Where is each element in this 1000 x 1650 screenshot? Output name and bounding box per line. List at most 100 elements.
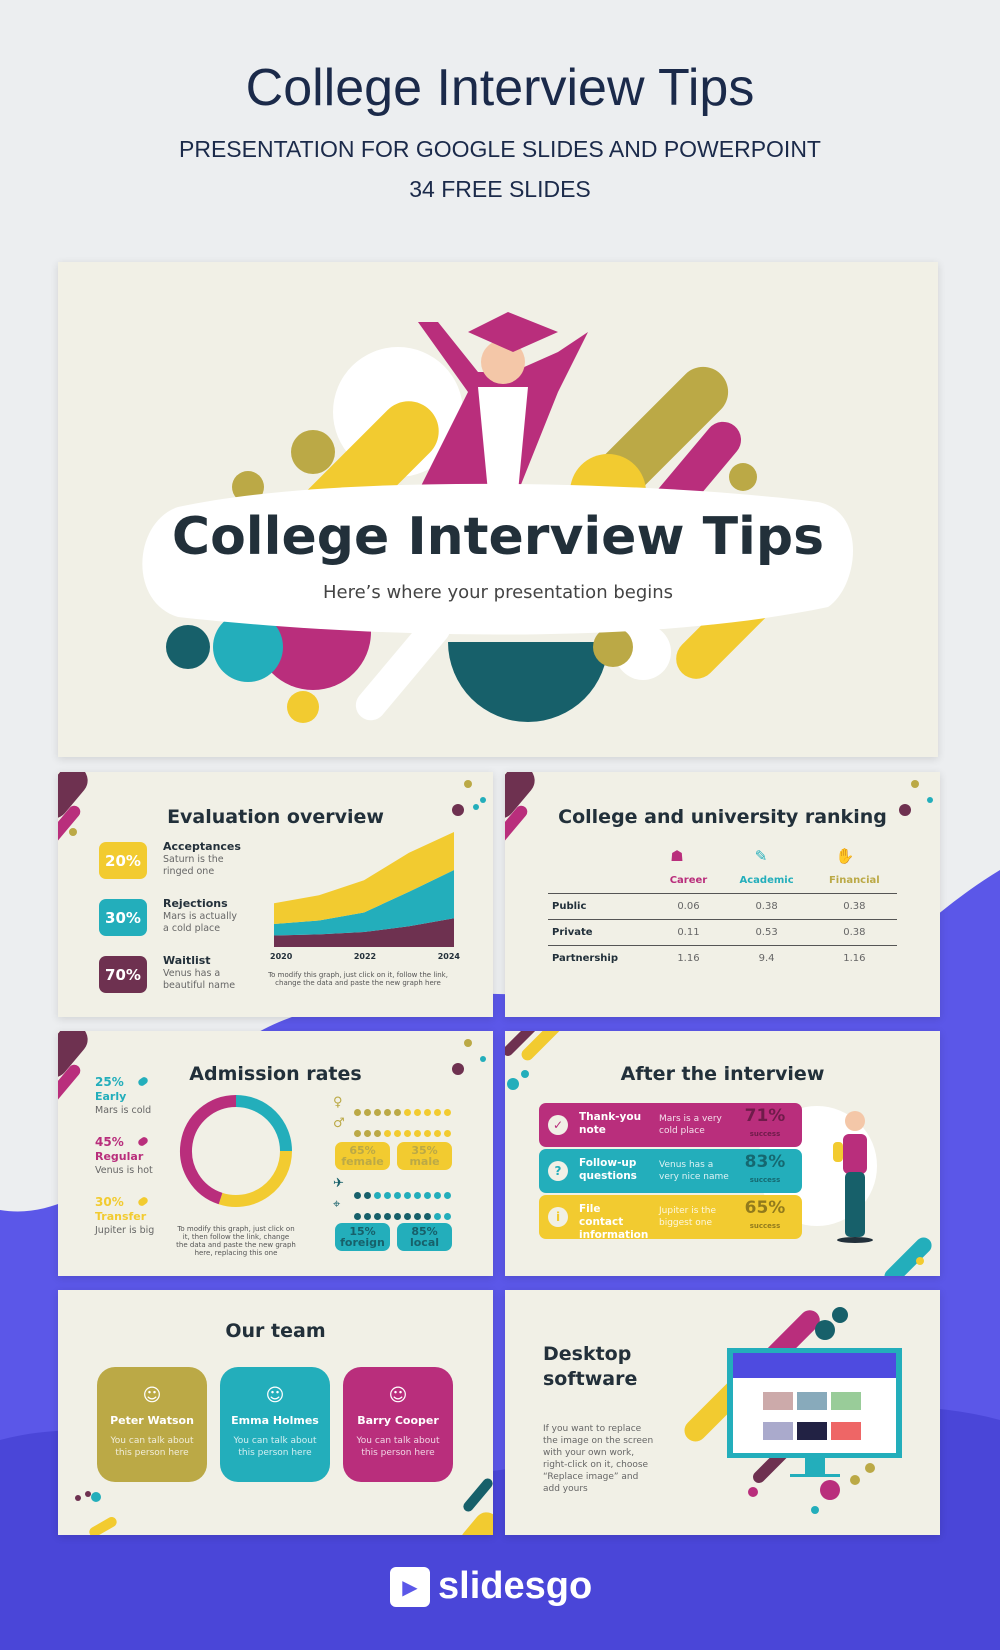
chart-note: To modify this graph, just click on it, … [268, 971, 448, 987]
slidesgo-icon: ▶ [390, 1566, 430, 1607]
cell: 0.38 [811, 919, 897, 946]
handshake-icon: ✋ [835, 847, 855, 865]
dot [434, 1109, 441, 1116]
dot [354, 1109, 361, 1116]
row-text: Jupiter is the biggest one [659, 1206, 717, 1228]
rate-pct: 25% [95, 1075, 124, 1089]
dot [434, 1130, 441, 1137]
area-chart [274, 832, 454, 947]
column-header: Financial [828, 875, 880, 886]
area-series-1 [274, 869, 454, 936]
cell: 0.38 [811, 893, 897, 920]
desktop-slide[interactable]: Desktop software If you want to replace … [505, 1290, 940, 1535]
member-text: You can talk about this person here [356, 1436, 440, 1458]
dot [404, 1130, 411, 1137]
column-header: Career [669, 875, 708, 886]
rate-text: Mars is cold [95, 1105, 152, 1116]
donut-chart [180, 1095, 292, 1207]
slidesgo-logo[interactable]: ▶ slidesgo [390, 1565, 592, 1608]
table-row: Private 0.11 0.53 0.38 [548, 919, 897, 946]
dot-row [354, 1205, 454, 1224]
team-slide[interactable]: Our team ☺ Peter Watson You can talk abo… [58, 1290, 493, 1535]
dot [354, 1213, 361, 1220]
team-card[interactable]: ☺ Barry Cooper You can talk about this p… [343, 1367, 453, 1482]
row-sub: success [749, 1130, 781, 1138]
dot [424, 1109, 431, 1116]
stat-text: Mars is actually a cold place [163, 911, 238, 934]
chart-note: To modify this graph, just click on it, … [176, 1225, 296, 1257]
row-pct: 71% [744, 1106, 786, 1126]
member-name: Barry Cooper [357, 1414, 439, 1427]
foreign-badge: 15% foreign [335, 1223, 390, 1251]
slide-title: After the interview [620, 1063, 825, 1085]
row-label: Thank-you note [579, 1111, 642, 1136]
local-badge: 85% local [397, 1223, 452, 1251]
dot [374, 1109, 381, 1116]
after-row: ? Follow-up questions Venus has a very n… [539, 1149, 802, 1193]
evaluation-slide[interactable]: Evaluation overview 20% Acceptances Satu… [58, 772, 493, 1017]
admission-slide[interactable]: Admission rates 25% Early Mars is cold 45… [58, 1031, 493, 1276]
stat-label: Waitlist [163, 954, 211, 967]
cell: 0.53 [721, 919, 812, 946]
desktop-illustration [684, 1307, 902, 1514]
slide-text: If you want to replace the image on the … [543, 1424, 654, 1494]
female-badge: 65% female [335, 1142, 390, 1170]
stat-badge: 20% [99, 842, 147, 879]
row-sub: success [749, 1176, 781, 1184]
cell: 0.38 [721, 893, 812, 920]
dot [434, 1192, 441, 1199]
check-icon: ✓ [548, 1115, 568, 1135]
ranking-slide[interactable]: College and university ranking ☗ ✎ ✋ Car… [505, 772, 940, 1017]
info-icon: i [548, 1207, 568, 1227]
dot [434, 1213, 441, 1220]
corner-decoration [58, 1031, 486, 1103]
dot [404, 1192, 411, 1199]
dot [414, 1213, 421, 1220]
plane-icon: ✈ [333, 1176, 344, 1191]
ranking-table: Career Academic Financial Public 0.06 0.38 0.… [548, 868, 897, 971]
dot [424, 1130, 431, 1137]
dot [374, 1213, 381, 1220]
row-sub: success [749, 1222, 781, 1230]
dot [394, 1109, 401, 1116]
after-interview-slide[interactable]: After the interview ✓ Thank-you note Mar… [505, 1031, 940, 1276]
cover-slide[interactable]: College Interview Tips Here’s where your… [58, 262, 938, 757]
avatar-icon: ☺ [388, 1385, 408, 1406]
student-illustration [833, 1111, 873, 1243]
page-subtitle: PRESENTATION FOR GOOGLE SLIDES AND POWER… [179, 136, 821, 162]
dot [384, 1130, 391, 1137]
rate-label: Regular [95, 1150, 144, 1163]
dot [424, 1213, 431, 1220]
dot [444, 1192, 451, 1199]
member-name: Emma Holmes [231, 1414, 319, 1427]
dot [364, 1192, 371, 1199]
dot [424, 1192, 431, 1199]
member-text: You can talk about this person here [233, 1436, 317, 1458]
donut-slice-early [235, 1095, 292, 1152]
dot [414, 1192, 421, 1199]
female-icon: ♀ [333, 1095, 343, 1110]
row-label: File contact information [579, 1203, 649, 1241]
dot [394, 1213, 401, 1220]
page-title: College Interview Tips [245, 59, 755, 117]
cell: 9.4 [721, 945, 812, 971]
slide-title: Admission rates [189, 1063, 362, 1085]
team-card[interactable]: ☺ Emma Holmes You can talk about this pe… [220, 1367, 330, 1482]
rate-text: Jupiter is big [95, 1225, 155, 1236]
team-card[interactable]: ☺ Peter Watson You can talk about this p… [97, 1367, 207, 1482]
cell: 1.16 [655, 945, 722, 971]
dot [404, 1213, 411, 1220]
x-tick: 2024 [437, 952, 460, 961]
dot [444, 1213, 451, 1220]
row-text: Venus has a very nice name [659, 1160, 729, 1182]
cover-subtitle: Here’s where your presentation begins [322, 582, 674, 603]
slide-title: Desktop software [543, 1343, 638, 1390]
stat-label: Rejections [163, 897, 228, 910]
brand-name: slidesgo [438, 1565, 593, 1607]
dot [394, 1192, 401, 1199]
dot [364, 1130, 371, 1137]
stat-text: Saturn is the ringed one [163, 854, 224, 877]
table-row: Public 0.06 0.38 0.38 [548, 893, 897, 920]
interview-icon: ☗ [670, 847, 684, 865]
slide-count: 34 FREE SLIDES [409, 176, 591, 202]
